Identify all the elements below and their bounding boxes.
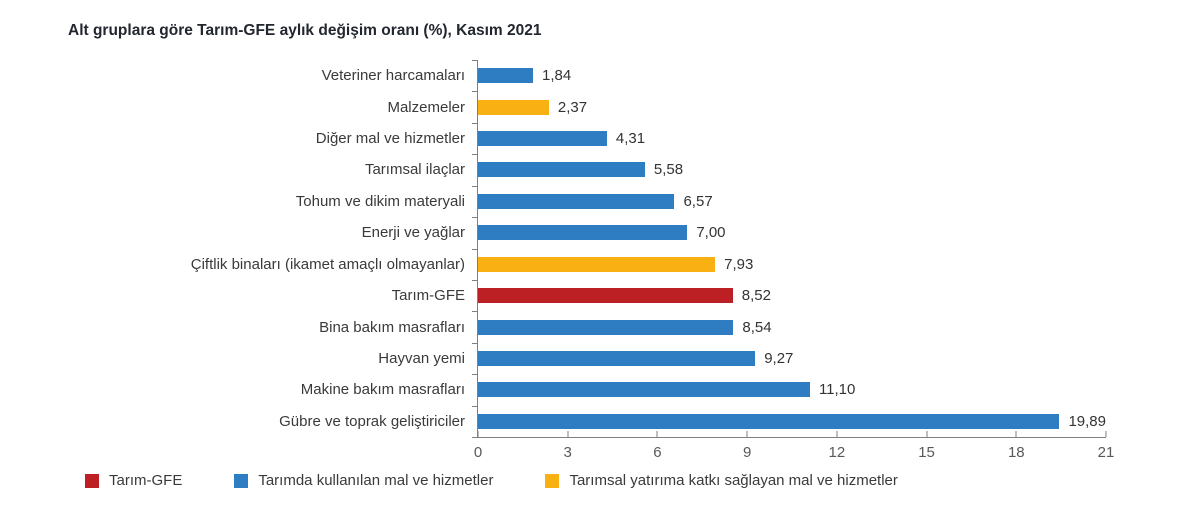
legend-item-goods: Tarımda kullanılan mal ve hizmetler [234,472,493,489]
y-tick-mark [472,248,478,250]
value-label: 7,00 [696,224,726,242]
y-tick-mark [472,279,478,281]
value-label: 9,27 [764,349,794,367]
y-tick-mark [472,122,478,124]
bar [478,193,675,209]
bar [478,162,645,178]
bar [478,382,810,398]
bar [478,131,607,147]
x-tick-label: 0 [473,444,483,461]
x-tick-label: 21 [1097,444,1115,461]
bar-row: Enerji ve yağlar 7,00 [362,217,1106,248]
chart-title: Alt gruplara göre Tarım-GFE aylık değişi… [68,22,542,39]
bar-row: Gübre ve toprak geliştiriciler 19,89 [279,406,1106,437]
value-label: 7,93 [724,255,754,273]
x-tick-mark [1015,431,1017,437]
plot-area: Veteriner harcamaları 1,84 Malzemeler 2,37 D… [191,60,1114,461]
x-tick-label: 6 [653,444,662,461]
bar [478,288,733,304]
category-label: Tarım-GFE [391,287,465,305]
x-tick-label: 9 [742,444,752,461]
y-tick-mark [472,342,478,344]
y-tick-mark [472,154,478,156]
y-tick-mark [472,374,478,376]
x-tick-mark [1105,431,1107,437]
bar-row: Bina bakım masrafları 8,54 [319,311,1106,342]
y-tick-mark [472,185,478,187]
value-label: 5,58 [653,161,684,179]
bar-row: Makine bakım masrafları 11,10 [301,374,1106,405]
category-label: Hayvan yemi [378,349,465,367]
y-tick-mark [472,437,478,438]
value-label: 1,84 [542,67,572,85]
y-tick-mark [472,60,478,61]
x-tick-label: 18 [1007,444,1025,461]
value-label: 6,57 [683,192,713,210]
category-label: Enerji ve yağlar [361,224,465,242]
value-label: 8,52 [741,287,771,305]
x-tick-mark [656,431,658,437]
category-label: Tohum ve dikim materyali [295,192,465,210]
bar [478,350,756,366]
value-label: 11,10 [818,381,856,399]
legend-swatch [234,473,249,488]
category-label: Tarımsal ilaçlar [364,161,465,179]
bar-row: Veteriner harcamaları 1,84 [322,60,1106,91]
value-label: 4,31 [615,130,646,148]
category-label: Makine bakım masrafları [300,381,465,399]
x-tick-label: 15 [918,444,935,461]
x-tick-mark [836,431,838,437]
legend: Tarım-GFE Tarımda kullanılan mal ve hizme… [85,472,898,489]
x-tick-mark [746,431,748,437]
x-tick-label: 12 [828,444,846,461]
bar-row: Çiftlik binaları (ikamet amaçlı olmayanl… [191,249,1106,280]
bar [478,256,716,272]
x-tick-mark [477,431,479,437]
bar [478,225,688,241]
legend-label: Tarım-GFE [109,472,183,489]
legend-item-investment: Tarımsal yatırıma katkı sağlayan mal ve … [545,472,898,489]
category-label: Gübre ve toprak geliştiriciler [279,412,465,430]
category-label: Veteriner harcamaları [321,67,465,85]
legend-label: Tarımsal yatırıma katkı sağlayan mal ve … [569,472,898,489]
bar-row: Tarım-GFE 8,52 [392,280,1106,311]
category-label: Çiftlik binaları (ikamet amaçlı olmayanl… [190,255,465,273]
legend-swatch [545,473,560,488]
y-tick-mark [472,217,478,219]
bar-row: Tohum ve dikim materyali 6,57 [296,186,1106,217]
legend-item-gfe: Tarım-GFE [85,472,182,489]
bar-row: Hayvan yemi 9,27 [378,343,1106,374]
category-label: Diğer mal ve hizmetler [315,130,465,148]
value-label: 2,37 [557,98,588,116]
x-tick-mark [926,431,928,437]
bar [478,99,549,115]
value-label: 19,89 [1068,412,1106,430]
bar-row: Tarımsal ilaçlar 5,58 [365,154,1106,185]
bar-row: Malzemeler 2,37 [387,91,1106,122]
bar [478,319,734,335]
legend-swatch [85,473,99,488]
x-tick-label: 3 [563,444,572,461]
category-label: Malzemeler [387,98,465,116]
category-label: Bina bakım masrafları [319,318,465,336]
y-tick-mark [472,311,478,313]
y-tick-mark [472,405,478,407]
bar [478,413,1060,429]
value-label: 8,54 [742,318,772,336]
y-tick-mark [472,91,478,93]
bar [478,68,534,84]
legend-label: Tarımda kullanılan mal ve hizmetler [258,472,494,489]
bar-row: Diğer mal ve hizmetler 4,31 [316,123,1106,154]
x-tick-mark [567,431,569,437]
